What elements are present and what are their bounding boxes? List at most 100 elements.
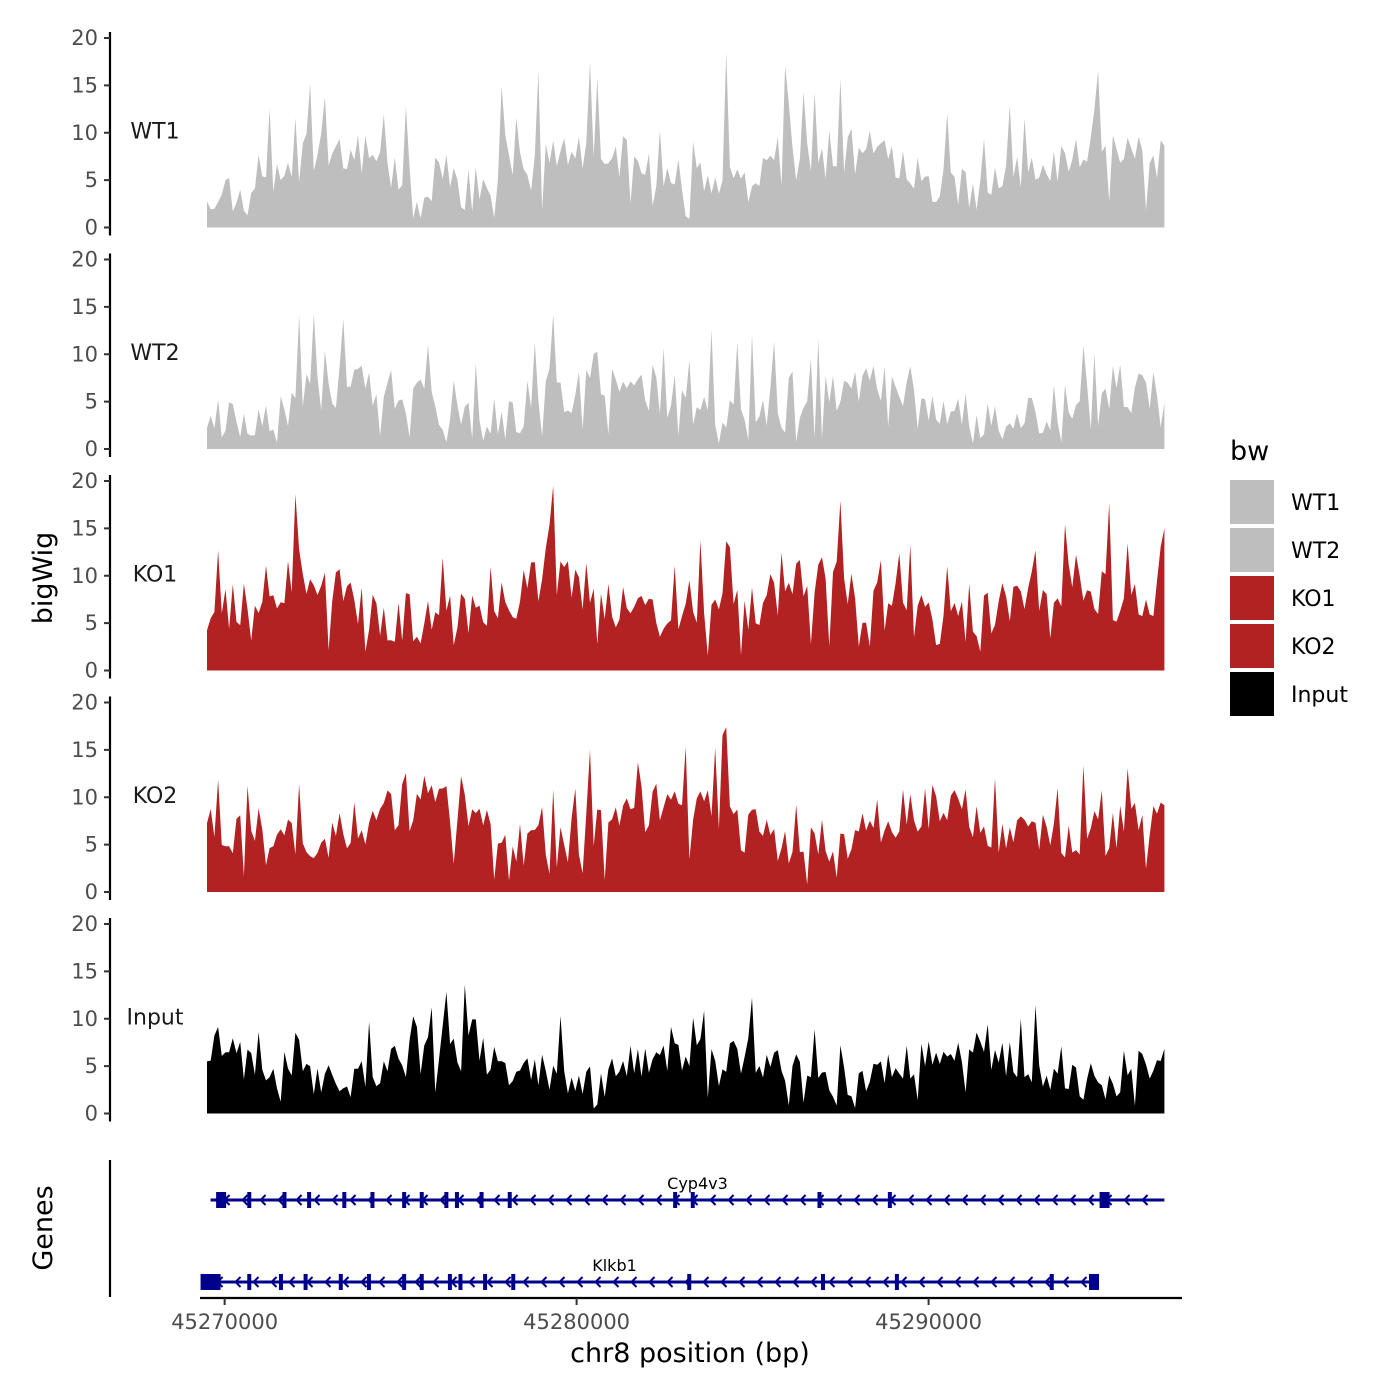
genes-track-title: Genes [28, 1185, 59, 1270]
strand-arrow [882, 1276, 890, 1288]
strand-arrow [648, 1276, 656, 1288]
y-tick-label: 20 [71, 912, 98, 936]
strand-arrow [529, 1194, 537, 1206]
strand-arrow [439, 1194, 447, 1206]
y-tick-label: 5 [85, 611, 98, 635]
strand-arrow [594, 1276, 602, 1288]
strand-arrow [972, 1276, 980, 1288]
strand-arrow [853, 1194, 861, 1206]
strand-arrow [907, 1194, 915, 1206]
y-tick-label: 15 [71, 73, 98, 97]
strand-arrow [385, 1194, 393, 1206]
y-tick-label: 0 [85, 437, 98, 461]
gene-cyp4v3: Cyp4v3 [210, 1174, 1165, 1208]
strand-arrow [1015, 1194, 1023, 1206]
y-tick-label: 20 [71, 691, 98, 715]
y-tick-label: 5 [85, 168, 98, 192]
strand-arrow [1044, 1276, 1052, 1288]
exon [1049, 1274, 1054, 1290]
exon [216, 1192, 227, 1208]
exon [479, 1192, 484, 1208]
strand-arrow [954, 1276, 962, 1288]
strand-arrow [234, 1276, 242, 1288]
legend-swatch-ko1 [1230, 576, 1274, 620]
exon [342, 1192, 347, 1208]
strand-arrow [745, 1194, 753, 1206]
exon [402, 1274, 407, 1290]
track-label: Input [127, 1005, 184, 1030]
track-wt2: 0 5 10 15 20 WT2 [71, 248, 1165, 461]
x-axis: 45270000 45280000 45290000 [171, 1296, 1182, 1334]
coverage-area-wt2 [207, 314, 1165, 449]
track-label: KO2 [133, 784, 178, 809]
exon [817, 1192, 822, 1208]
exon [200, 1274, 221, 1290]
strand-arrow [511, 1194, 519, 1206]
y-tick-label: 5 [85, 833, 98, 857]
strand-arrow [997, 1194, 1005, 1206]
strand-arrow [547, 1194, 555, 1206]
exon [419, 1192, 424, 1208]
exon [454, 1192, 459, 1208]
strand-arrow [1051, 1194, 1059, 1206]
strand-arrow [288, 1276, 296, 1288]
track-ko2: 0 5 10 15 20 KO2 [71, 691, 1165, 904]
gene-track: Cyp4v3 Klkb1 [108, 1160, 1165, 1297]
strand-arrow [259, 1194, 267, 1206]
y-axis-title: bigWig [28, 532, 59, 625]
strand-arrow [925, 1194, 933, 1206]
exon [338, 1274, 343, 1290]
strand-arrow [486, 1276, 494, 1288]
strand-arrow [637, 1194, 645, 1206]
strand-arrow [1141, 1194, 1149, 1206]
strand-arrow [810, 1276, 818, 1288]
coverage-area-ko1 [207, 485, 1165, 671]
strand-arrow [1008, 1276, 1016, 1288]
strand-arrow [1069, 1194, 1077, 1206]
legend-label: Input [1291, 683, 1348, 708]
strand-arrow [270, 1276, 278, 1288]
y-tick-label: 10 [71, 564, 98, 588]
strand-arrow [324, 1276, 332, 1288]
legend-swatch-wt2 [1230, 528, 1274, 572]
legend-swatch-input [1230, 672, 1274, 716]
strand-arrow [565, 1194, 573, 1206]
strand-arrow [558, 1276, 566, 1288]
strand-arrow [655, 1194, 663, 1206]
x-tick-label: 45290000 [875, 1310, 982, 1334]
track-input: 0 5 10 15 20 Input [71, 912, 1165, 1126]
strand-arrow [871, 1194, 879, 1206]
strand-arrow [396, 1276, 404, 1288]
strand-arrow [277, 1194, 285, 1206]
exon [1089, 1274, 1100, 1290]
strand-arrow [313, 1194, 321, 1206]
strand-arrow [936, 1276, 944, 1288]
strand-arrow [792, 1276, 800, 1288]
y-tick-label: 20 [71, 469, 98, 493]
strand-arrow [774, 1276, 782, 1288]
strand-arrow [738, 1276, 746, 1288]
exon [366, 1274, 371, 1290]
exon [282, 1192, 287, 1208]
exon [247, 1192, 252, 1208]
strand-arrow [961, 1194, 969, 1206]
strand-arrow [781, 1194, 789, 1206]
exon [370, 1192, 375, 1208]
strand-arrow [756, 1276, 764, 1288]
strand-arrow [799, 1194, 807, 1206]
gene-klkb1: Klkb1 [200, 1256, 1100, 1290]
strand-arrow [522, 1276, 530, 1288]
coverage-tracks: 0 5 10 15 20 WT1 0 5 10 15 20 WT2 0 5 10 15 20 KO1 0 5 10 15 2… [71, 26, 1165, 1126]
strand-arrow [493, 1194, 501, 1206]
gene-label: Klkb1 [592, 1256, 637, 1275]
gene-label: Cyp4v3 [667, 1174, 728, 1193]
strand-arrow [360, 1276, 368, 1288]
strand-arrow [720, 1276, 728, 1288]
strand-arrow [1123, 1194, 1131, 1206]
strand-arrow [612, 1276, 620, 1288]
coverage-area-input [207, 984, 1165, 1114]
strand-arrow [468, 1276, 476, 1288]
y-tick-label: 10 [71, 342, 98, 366]
strand-arrow [378, 1276, 386, 1288]
legend-swatch-wt1 [1230, 480, 1274, 524]
